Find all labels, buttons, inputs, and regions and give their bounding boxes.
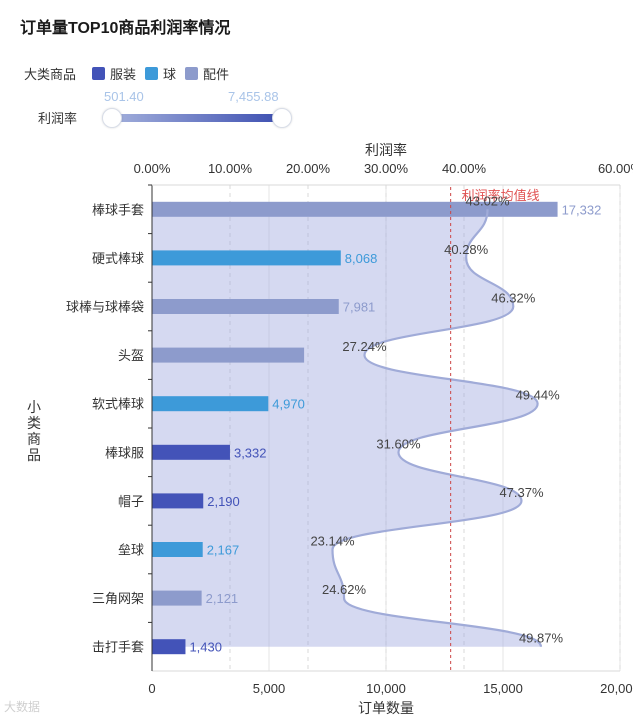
axes: 订单数量 利润率 0 5,000 10,000 15,000 20,000 0.00% 10…	[66, 142, 633, 716]
y-tick-label: 球棒与球棒袋	[66, 300, 144, 315]
x-tick-label: 5,000	[253, 681, 286, 696]
legend-caption: 大类商品	[24, 67, 77, 82]
bar-value-label: 2,121	[206, 591, 239, 606]
y-axis-title-char: 商	[27, 431, 41, 447]
bar	[152, 590, 202, 606]
x2-tick-label: 30.00%	[364, 161, 409, 176]
y-tick-label: 头盔	[118, 348, 144, 363]
legend-label-ball: 球	[163, 67, 177, 82]
bar-value-label: 17,332	[562, 202, 602, 217]
y-tick-label: 垒球	[118, 543, 144, 558]
bar-value-label: 3,332	[234, 445, 267, 460]
legend-label-accessory: 配件	[203, 67, 230, 82]
profit-rate-label: 47.37%	[499, 485, 544, 500]
x2-tick-label: 10.00%	[208, 161, 253, 176]
visual-map-label: 利润率	[38, 111, 78, 126]
y-axis-title-char: 类	[27, 415, 41, 431]
bar	[152, 639, 186, 655]
chart-title: 订单量TOP10商品利润率情况	[20, 20, 231, 37]
x-tick-label: 15,000	[483, 681, 523, 696]
grid-lines	[229, 185, 621, 671]
y-tick-label: 软式棒球	[92, 397, 144, 412]
profit-rate-label: 46.32%	[491, 291, 536, 306]
legend-swatch-clothing	[92, 67, 106, 80]
bar-value-label: 2,190	[207, 494, 240, 509]
legend-item-ball[interactable]: 球	[145, 64, 176, 83]
bar-value-label: 8,068	[345, 251, 378, 266]
x2-tick-label: 0.00%	[134, 161, 171, 176]
x-tick-label: 0	[148, 681, 155, 696]
bar	[152, 347, 305, 363]
bar	[152, 250, 341, 266]
y-tick-label: 击打手套	[92, 640, 144, 655]
x2-tick-label: 40.00%	[442, 161, 487, 176]
legend-label-clothing: 服装	[110, 67, 137, 82]
bar-value-label: 1,430	[189, 640, 222, 655]
legend-item-accessory[interactable]: 配件	[185, 64, 229, 83]
legend-item-clothing[interactable]: 服装	[92, 64, 136, 83]
data-labels: 17,332 8,068 7,981 4,970 3,332 2,190 2,167 2,12…	[189, 193, 601, 654]
profit-rate-area	[152, 209, 541, 647]
bar-value-label: 7,981	[343, 300, 376, 315]
profit-average-label: 利润率均值线	[462, 188, 540, 203]
visual-map-range-bar[interactable]	[111, 114, 281, 122]
profit-rate-label: 49.44%	[516, 388, 561, 403]
bar-value-label: 4,970	[272, 397, 305, 412]
y-axis-title-char: 小	[27, 399, 41, 415]
bar	[152, 299, 339, 314]
profit-rate-label: 27.24%	[342, 339, 387, 354]
watermark: 大数据	[4, 700, 41, 714]
x2-axis-title: 利润率	[365, 142, 407, 158]
bar	[152, 201, 558, 217]
profit-rate-label: 43.02%	[466, 193, 511, 208]
x-tick-label: 10,000	[366, 681, 406, 696]
profit-rate-line[interactable]	[331, 209, 543, 648]
profit-rate-label: 49.87%	[519, 631, 564, 646]
profit-rate-label: 23.14%	[310, 534, 355, 549]
y-tick-label: 帽子	[118, 494, 144, 509]
y-tick-label: 棒球服	[105, 445, 144, 460]
legend-swatch-ball	[145, 67, 159, 80]
x2-tick-label: 60.00%	[598, 161, 633, 176]
bar-series	[152, 201, 558, 655]
y-tick-label: 棒球手套	[92, 202, 144, 217]
profit-rate-label: 31.60%	[376, 436, 421, 451]
visual-map-min-handle[interactable]	[102, 108, 122, 128]
legend: 大类商品 服装 球 配件	[24, 64, 238, 83]
visual-map-max-handle[interactable]	[272, 108, 292, 128]
x-axis-title: 订单数量	[358, 700, 414, 716]
x2-tick-label: 20.00%	[286, 161, 331, 176]
y-tick-label: 硬式棒球	[92, 251, 144, 266]
bar	[152, 493, 204, 509]
bar-value-label: 2,167	[207, 543, 240, 558]
bar	[152, 396, 269, 412]
y-axis-title-char: 品	[27, 447, 41, 463]
y-tick-label: 三角网架	[92, 591, 144, 606]
x-tick-label: 20,000	[600, 681, 633, 696]
bar	[152, 542, 203, 557]
legend-swatch-accessory	[185, 67, 199, 80]
visual-map-min-value: 501.40	[104, 89, 144, 104]
bar	[152, 444, 230, 460]
profit-rate-label: 40.28%	[444, 242, 489, 257]
visual-map-max-value: 7,455.88	[228, 89, 279, 104]
profit-rate-label: 24.62%	[322, 582, 367, 597]
